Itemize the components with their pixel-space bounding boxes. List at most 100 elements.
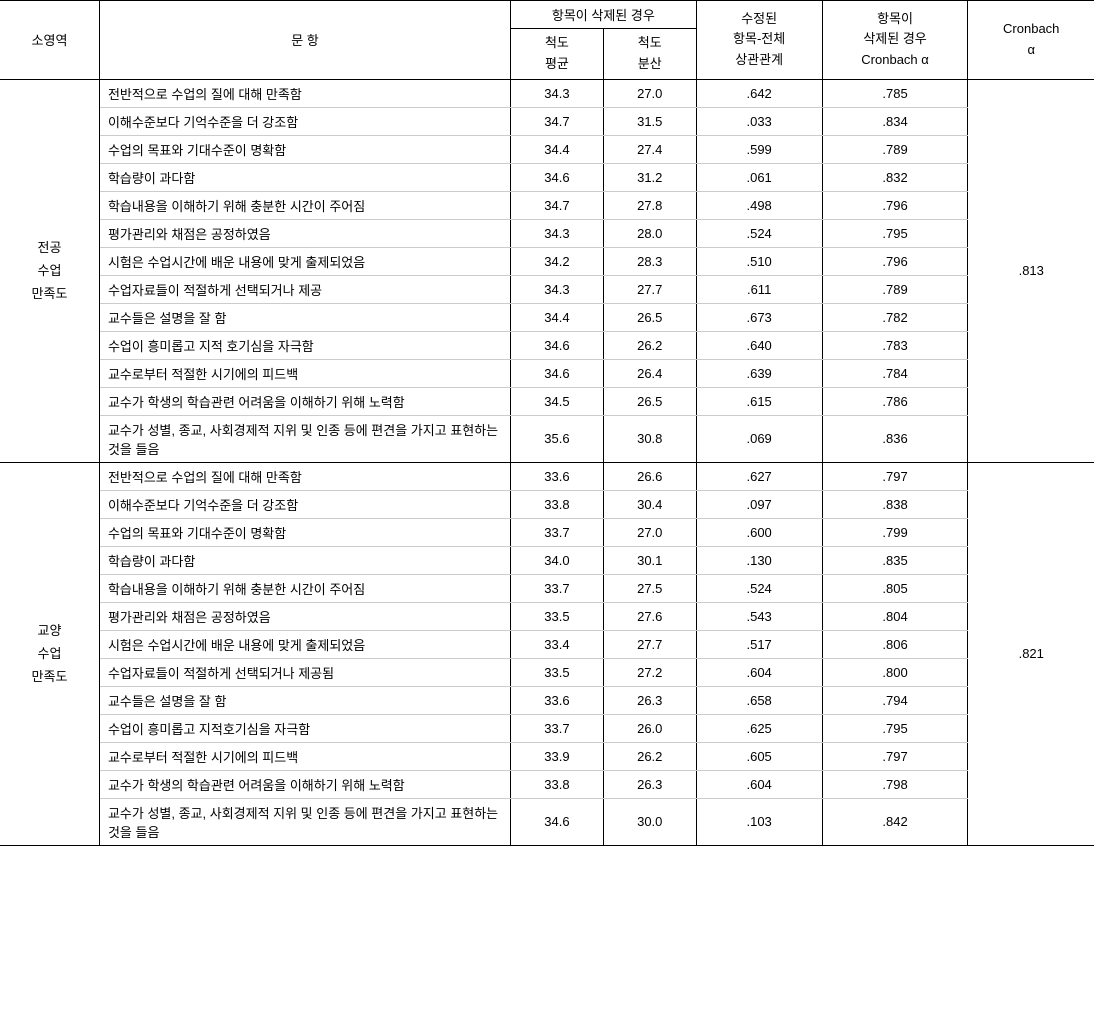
item-cell: 전반적으로 수업의 질에 대해 만족함 bbox=[99, 79, 510, 107]
corr-cell: .524 bbox=[696, 574, 822, 602]
mean-cell: 33.5 bbox=[511, 602, 604, 630]
corr-cell: .627 bbox=[696, 462, 822, 490]
deleted-alpha-cell: .796 bbox=[822, 191, 968, 219]
deleted-alpha-cell: .789 bbox=[822, 275, 968, 303]
deleted-alpha-cell: .797 bbox=[822, 742, 968, 770]
variance-cell: 26.5 bbox=[603, 303, 696, 331]
item-cell: 평가관리와 채점은 공정하였음 bbox=[99, 219, 510, 247]
table-row: 수업이 흥미롭고 지적호기심을 자극함33.726.0.625.795 bbox=[0, 714, 1094, 742]
deleted-alpha-cell: .805 bbox=[822, 574, 968, 602]
table-row: 학습량이 과다함34.030.1.130.835 bbox=[0, 546, 1094, 574]
table-row: 교수들은 설명을 잘 함34.426.5.673.782 bbox=[0, 303, 1094, 331]
header-item: 문 항 bbox=[99, 1, 510, 80]
header-variance: 척도분산 bbox=[603, 29, 696, 80]
item-cell: 학습내용을 이해하기 위해 충분한 시간이 주어짐 bbox=[99, 191, 510, 219]
cronbach-alpha-cell: .813 bbox=[968, 79, 1094, 462]
item-cell: 평가관리와 채점은 공정하였음 bbox=[99, 602, 510, 630]
table-row: 수업자료들이 적절하게 선택되거나 제공34.327.7.611.789 bbox=[0, 275, 1094, 303]
table-row: 학습내용을 이해하기 위해 충분한 시간이 주어짐33.727.5.524.80… bbox=[0, 574, 1094, 602]
mean-cell: 34.2 bbox=[511, 247, 604, 275]
deleted-alpha-cell: .842 bbox=[822, 798, 968, 845]
mean-cell: 33.7 bbox=[511, 518, 604, 546]
table-row: 교수로부터 적절한 시기에의 피드백34.626.4.639.784 bbox=[0, 359, 1094, 387]
table-body: 전공수업만족도전반적으로 수업의 질에 대해 만족함34.327.0.642.7… bbox=[0, 79, 1094, 845]
mean-cell: 33.6 bbox=[511, 462, 604, 490]
deleted-alpha-cell: .782 bbox=[822, 303, 968, 331]
variance-cell: 27.2 bbox=[603, 658, 696, 686]
table-row: 수업의 목표와 기대수준이 명확함34.427.4.599.789 bbox=[0, 135, 1094, 163]
header-deleted-alpha: 항목이삭제된 경우Cronbach α bbox=[822, 1, 968, 80]
variance-cell: 27.4 bbox=[603, 135, 696, 163]
item-cell: 교수가 성별, 종교, 사회경제적 지위 및 인종 등에 편견을 가지고 표현하… bbox=[99, 798, 510, 845]
table-row: 시험은 수업시간에 배운 내용에 맞게 출제되었음34.228.3.510.79… bbox=[0, 247, 1094, 275]
item-cell: 교수가 학생의 학습관련 어려움을 이해하기 위해 노력함 bbox=[99, 387, 510, 415]
mean-cell: 34.5 bbox=[511, 387, 604, 415]
table-row: 교수로부터 적절한 시기에의 피드백33.926.2.605.797 bbox=[0, 742, 1094, 770]
mean-cell: 34.0 bbox=[511, 546, 604, 574]
mean-cell: 34.6 bbox=[511, 331, 604, 359]
mean-cell: 33.6 bbox=[511, 686, 604, 714]
mean-cell: 33.7 bbox=[511, 714, 604, 742]
item-cell: 학습량이 과다함 bbox=[99, 163, 510, 191]
table-row: 교수가 성별, 종교, 사회경제적 지위 및 인종 등에 편견을 가지고 표현하… bbox=[0, 798, 1094, 845]
mean-cell: 33.5 bbox=[511, 658, 604, 686]
corr-cell: .033 bbox=[696, 107, 822, 135]
corr-cell: .069 bbox=[696, 415, 822, 462]
header-corr: 수정된항목-전체상관관계 bbox=[696, 1, 822, 80]
corr-cell: .625 bbox=[696, 714, 822, 742]
deleted-alpha-cell: .796 bbox=[822, 247, 968, 275]
item-cell: 학습량이 과다함 bbox=[99, 546, 510, 574]
variance-cell: 28.3 bbox=[603, 247, 696, 275]
table-row: 전공수업만족도전반적으로 수업의 질에 대해 만족함34.327.0.642.7… bbox=[0, 79, 1094, 107]
mean-cell: 34.6 bbox=[511, 798, 604, 845]
deleted-alpha-cell: .786 bbox=[822, 387, 968, 415]
item-cell: 교수가 성별, 종교, 사회경제적 지위 및 인종 등에 편견을 가지고 표현하… bbox=[99, 415, 510, 462]
deleted-alpha-cell: .834 bbox=[822, 107, 968, 135]
item-cell: 수업이 흥미롭고 지적 호기심을 자극함 bbox=[99, 331, 510, 359]
reliability-table: 소영역 문 항 항목이 삭제된 경우 수정된항목-전체상관관계 항목이삭제된 경… bbox=[0, 0, 1094, 846]
variance-cell: 30.8 bbox=[603, 415, 696, 462]
corr-cell: .061 bbox=[696, 163, 822, 191]
table-row: 교수가 학생의 학습관련 어려움을 이해하기 위해 노력함33.826.3.60… bbox=[0, 770, 1094, 798]
variance-cell: 26.3 bbox=[603, 686, 696, 714]
deleted-alpha-cell: .836 bbox=[822, 415, 968, 462]
header-category: 소영역 bbox=[0, 1, 99, 80]
deleted-alpha-cell: .799 bbox=[822, 518, 968, 546]
table-row: 교양수업만족도전반적으로 수업의 질에 대해 만족함33.626.6.627.7… bbox=[0, 462, 1094, 490]
item-cell: 교수로부터 적절한 시기에의 피드백 bbox=[99, 742, 510, 770]
deleted-alpha-cell: .795 bbox=[822, 714, 968, 742]
mean-cell: 34.4 bbox=[511, 135, 604, 163]
item-cell: 이해수준보다 기억수준을 더 강조함 bbox=[99, 107, 510, 135]
variance-cell: 26.2 bbox=[603, 331, 696, 359]
mean-cell: 34.6 bbox=[511, 163, 604, 191]
corr-cell: .130 bbox=[696, 546, 822, 574]
mean-cell: 34.3 bbox=[511, 79, 604, 107]
variance-cell: 26.5 bbox=[603, 387, 696, 415]
mean-cell: 33.8 bbox=[511, 770, 604, 798]
item-cell: 수업의 목표와 기대수준이 명확함 bbox=[99, 518, 510, 546]
mean-cell: 35.6 bbox=[511, 415, 604, 462]
variance-cell: 27.8 bbox=[603, 191, 696, 219]
item-cell: 시험은 수업시간에 배운 내용에 맞게 출제되었음 bbox=[99, 247, 510, 275]
deleted-alpha-cell: .784 bbox=[822, 359, 968, 387]
table-header: 소영역 문 항 항목이 삭제된 경우 수정된항목-전체상관관계 항목이삭제된 경… bbox=[0, 1, 1094, 80]
item-cell: 전반적으로 수업의 질에 대해 만족함 bbox=[99, 462, 510, 490]
item-cell: 수업자료들이 적절하게 선택되거나 제공 bbox=[99, 275, 510, 303]
category-cell: 전공수업만족도 bbox=[0, 79, 99, 462]
mean-cell: 33.4 bbox=[511, 630, 604, 658]
variance-cell: 27.0 bbox=[603, 518, 696, 546]
variance-cell: 31.2 bbox=[603, 163, 696, 191]
variance-cell: 27.6 bbox=[603, 602, 696, 630]
table-row: 이해수준보다 기억수준을 더 강조함33.830.4.097.838 bbox=[0, 490, 1094, 518]
deleted-alpha-cell: .783 bbox=[822, 331, 968, 359]
corr-cell: .600 bbox=[696, 518, 822, 546]
variance-cell: 30.0 bbox=[603, 798, 696, 845]
corr-cell: .611 bbox=[696, 275, 822, 303]
deleted-alpha-cell: .785 bbox=[822, 79, 968, 107]
corr-cell: .498 bbox=[696, 191, 822, 219]
variance-cell: 30.4 bbox=[603, 490, 696, 518]
header-mean: 척도평균 bbox=[511, 29, 604, 80]
deleted-alpha-cell: .832 bbox=[822, 163, 968, 191]
table-row: 교수들은 설명을 잘 함33.626.3.658.794 bbox=[0, 686, 1094, 714]
table-row: 교수가 학생의 학습관련 어려움을 이해하기 위해 노력함34.526.5.61… bbox=[0, 387, 1094, 415]
